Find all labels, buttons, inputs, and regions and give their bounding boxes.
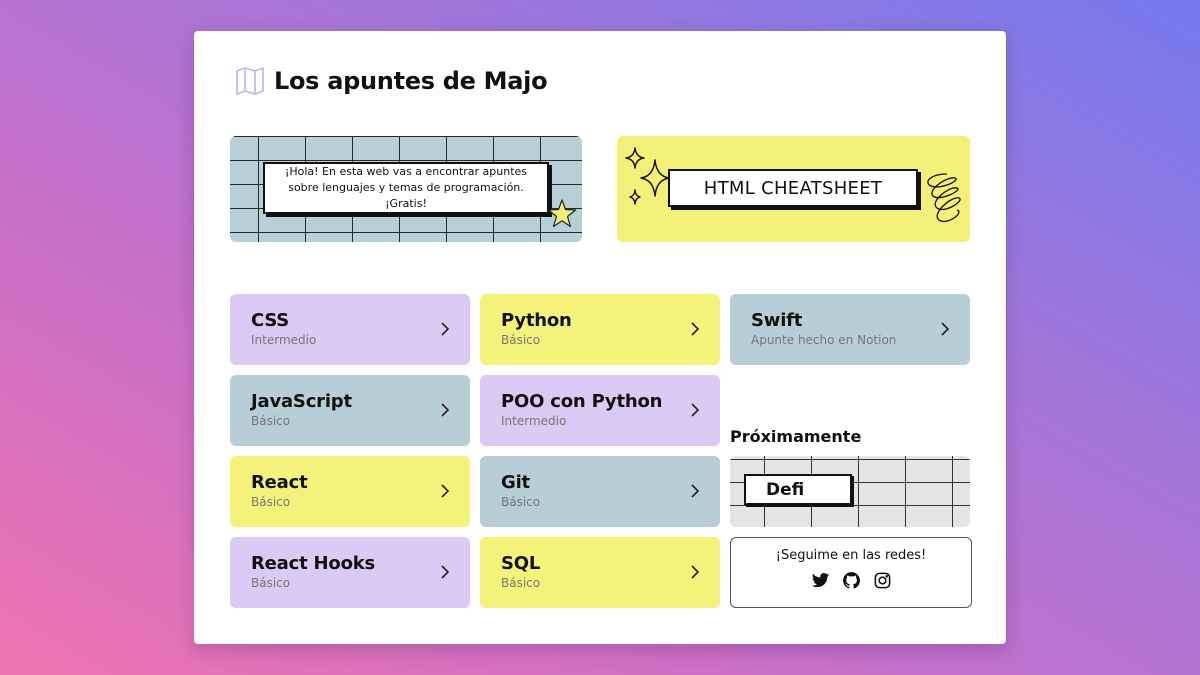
course-card-sql[interactable]: SQL Básico: [480, 537, 720, 608]
upcoming-defi-card: Defi: [730, 456, 970, 527]
chevron-right-icon: [441, 322, 450, 336]
course-level: Intermedio: [251, 333, 317, 347]
chevron-right-icon: [691, 322, 700, 336]
course-card-javascript[interactable]: JavaScript Básico: [230, 375, 470, 446]
social-title: ¡Seguime en las redes!: [775, 548, 927, 563]
chevron-right-icon: [441, 484, 450, 498]
twitter-icon[interactable]: [811, 571, 830, 590]
course-card-swift[interactable]: Swift Apunte hecho en Notion: [730, 294, 970, 365]
main-card: Los apuntes de Majo ¡Hola! En esta web v…: [194, 31, 1006, 644]
course-card-poo-python[interactable]: POO con Python Intermedio: [480, 375, 720, 446]
course-card-git[interactable]: Git Básico: [480, 456, 720, 527]
social-icons: [731, 571, 971, 590]
course-level: Apunte hecho en Notion: [751, 333, 897, 347]
course-card-python[interactable]: Python Básico: [480, 294, 720, 365]
course-title: React: [251, 472, 308, 493]
chevron-right-icon: [441, 565, 450, 579]
scribble-icon: [927, 173, 961, 223]
course-level: Básico: [501, 333, 541, 347]
chevron-right-icon: [691, 403, 700, 417]
intro-banner: ¡Hola! En esta web vas a encontrar apunt…: [230, 136, 582, 242]
instagram-icon[interactable]: [873, 571, 892, 590]
map-icon: [236, 67, 264, 95]
course-title: Swift: [751, 310, 803, 331]
course-title: Python: [501, 310, 572, 331]
course-level: Intermedio: [501, 414, 567, 428]
course-level: Básico: [501, 576, 541, 590]
social-card: ¡Seguime en las redes!: [730, 537, 972, 608]
upcoming-heading: Próximamente: [730, 427, 862, 446]
course-card-css[interactable]: CSS Intermedio: [230, 294, 470, 365]
star-icon: [547, 199, 577, 228]
course-level: Básico: [251, 576, 291, 590]
course-title: JavaScript: [251, 391, 352, 412]
chevron-right-icon: [691, 484, 700, 498]
chevron-right-icon: [441, 403, 450, 417]
site-header: Los apuntes de Majo: [234, 65, 548, 97]
chevron-right-icon: [691, 565, 700, 579]
course-title: React Hooks: [251, 553, 376, 574]
course-level: Básico: [501, 495, 541, 509]
course-title: SQL: [501, 553, 541, 574]
chevron-right-icon: [941, 322, 950, 336]
upcoming-item-label: Defi: [744, 474, 852, 505]
intro-text: ¡Hola! En esta web vas a encontrar apunt…: [263, 162, 549, 214]
site-title: Los apuntes de Majo: [274, 67, 548, 95]
course-card-react[interactable]: React Básico: [230, 456, 470, 527]
course-card-react-hooks[interactable]: React Hooks Básico: [230, 537, 470, 608]
cheatsheet-label: HTML CHEATSHEET: [668, 169, 918, 207]
sparkles-icon: [625, 147, 670, 205]
course-title: Git: [501, 472, 530, 493]
cheatsheet-banner[interactable]: HTML CHEATSHEET: [617, 136, 970, 242]
course-level: Básico: [251, 495, 291, 509]
course-title: POO con Python: [501, 391, 663, 412]
course-title: CSS: [251, 310, 290, 331]
course-level: Básico: [251, 414, 291, 428]
github-icon[interactable]: [842, 571, 861, 590]
